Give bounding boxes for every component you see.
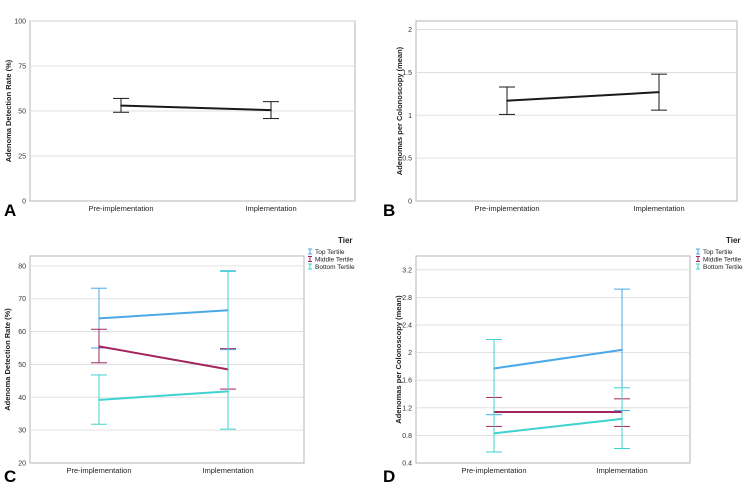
panel-b-overall-point [658, 91, 660, 93]
panel-c-y-tick-label: 80 [18, 263, 26, 270]
panel-b-y-tick-label: 2 [408, 27, 412, 34]
panel-c-legend-entry: Top Tertile [315, 249, 345, 256]
panel-c-y-tick-label: 30 [18, 428, 26, 435]
panel-b-overall-line [506, 91, 660, 102]
panel-d-top-tertile-point [621, 349, 623, 351]
panel-d-frame [415, 255, 691, 464]
panel-d-y-tick-label: 1.2 [402, 405, 412, 412]
panel-a-x-tick-label: Implementation [245, 204, 296, 213]
panel-c-y-axis-label: Adenoma Detection Rate (%) [3, 308, 12, 411]
panel-b-y-tick-label: 1 [408, 113, 412, 120]
panel-a-y-tick-label: 0 [22, 199, 26, 206]
panel-a-y-tick-label: 50 [18, 109, 26, 116]
panel-c-label: C [4, 467, 16, 486]
panel-c-y-tick-label: 60 [18, 329, 26, 336]
panel-b-overall-point [506, 99, 508, 102]
panel-c-middle-tertile-point [98, 345, 100, 348]
panel-d-y-tick-label: 3.2 [402, 267, 412, 274]
panel-b-x-tick-label: Implementation [633, 204, 684, 213]
panel-b-y-tick-label: 0 [408, 199, 412, 206]
panel-c-y-tick-label: 70 [18, 296, 26, 303]
panel-c-x-tick-label: Implementation [202, 466, 253, 475]
panel-a-overall-point [270, 109, 272, 111]
panel-d-y-tick-label: 0.4 [402, 461, 412, 468]
panel-b-y-tick-label: 1.5 [402, 70, 412, 77]
panel-c-legend-entry: Bottom Tertile [315, 264, 355, 271]
panel-b-label: B [383, 201, 395, 220]
panel-c-y-tick-label: 40 [18, 395, 26, 402]
panel-c-legend-title: Tier [338, 236, 353, 245]
panel-d-x-tick-label: Pre-implementation [461, 466, 526, 475]
panel-c-bottom-tertile-point [98, 399, 100, 401]
panel-a-y-tick-label: 100 [14, 19, 26, 26]
panel-a-y-tick-label: 25 [18, 154, 26, 161]
panel-c-y-tick-label: 20 [18, 461, 26, 468]
panel-b-frame [415, 20, 738, 202]
panel-d-y-tick-label: 1.6 [402, 378, 412, 385]
panel-c-bottom-tertile-line [98, 390, 229, 401]
panel-d-bottom-tertile-point [493, 432, 495, 435]
panel-d-bottom-tertile-line [493, 417, 623, 435]
panel-d-x-tick-label: Implementation [596, 466, 647, 475]
panel-c-y-tick-label: 50 [18, 362, 26, 369]
panel-d-y-axis-label: Adenomas per Colonoscopy (mean) [394, 295, 403, 424]
panel-d-y-tick-label: 2.4 [402, 323, 412, 330]
panel-a-x-tick-label: Pre-implementation [88, 204, 153, 213]
panel-a-y-tick-label: 75 [18, 64, 26, 71]
panel-c-top-tertile-line [98, 309, 229, 320]
panel-a-overall-line [120, 104, 272, 112]
panel-d-y-tick-label: 0.8 [402, 433, 412, 440]
panel-d-legend-entry: Top Tertile [703, 249, 733, 256]
panel-d-y-tick-label: 2 [408, 350, 412, 357]
panel-c-legend-entry: Middle Tertile [315, 257, 354, 264]
panel-c-frame [29, 255, 305, 464]
panel-d-legend-title: Tier [726, 236, 741, 245]
panel-d-legend-entry: Bottom Tertile [703, 264, 743, 271]
panel-a-overall-point [120, 104, 122, 107]
panel-d-label: D [383, 467, 395, 486]
panel-c-bottom-tertile-point [227, 390, 229, 393]
panel-b-y-axis-label: Adenomas per Colonoscopy (mean) [395, 46, 404, 175]
panel-a-y-axis-label: Adenoma Detection Rate (%) [4, 59, 13, 162]
panel-a-label: A [4, 201, 16, 220]
panel-d-legend-entry: Middle Tertile [703, 257, 742, 264]
panel-d-bottom-tertile-point [621, 418, 623, 420]
panel-b-y-tick-label: 0.5 [402, 156, 412, 163]
panel-d-y-tick-label: 2.8 [402, 295, 412, 302]
panel-d-top-tertile-line [493, 348, 623, 370]
panel-b-x-tick-label: Pre-implementation [474, 204, 539, 213]
panel-c-x-tick-label: Pre-implementation [66, 466, 131, 475]
panel-c-top-tertile-point [98, 317, 100, 320]
panel-c-middle-tertile-line [98, 345, 229, 371]
